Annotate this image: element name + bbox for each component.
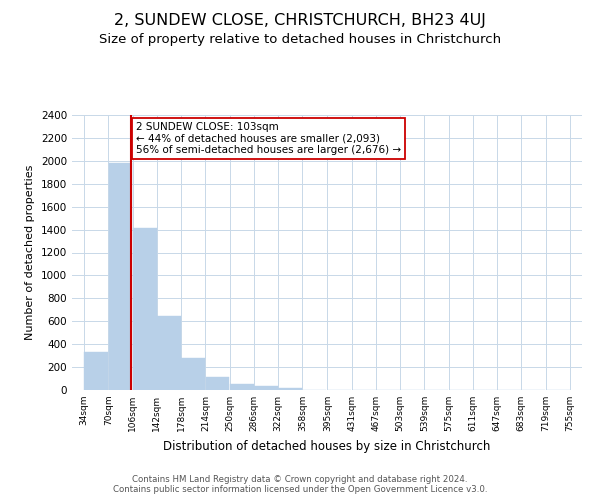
Bar xyxy=(206,378,229,390)
Y-axis label: Number of detached properties: Number of detached properties xyxy=(25,165,35,340)
Bar xyxy=(133,228,157,390)
Bar xyxy=(230,384,254,390)
Bar xyxy=(109,163,133,390)
X-axis label: Distribution of detached houses by size in Christchurch: Distribution of detached houses by size … xyxy=(163,440,491,452)
Bar xyxy=(157,316,181,390)
Bar xyxy=(254,386,278,390)
Bar xyxy=(181,358,205,390)
Text: Size of property relative to detached houses in Christchurch: Size of property relative to detached ho… xyxy=(99,32,501,46)
Text: Contains HM Land Registry data © Crown copyright and database right 2024.
Contai: Contains HM Land Registry data © Crown c… xyxy=(113,474,487,494)
Text: 2 SUNDEW CLOSE: 103sqm
← 44% of detached houses are smaller (2,093)
56% of semi-: 2 SUNDEW CLOSE: 103sqm ← 44% of detached… xyxy=(136,122,401,155)
Bar xyxy=(278,388,302,390)
Bar xyxy=(85,352,108,390)
Text: 2, SUNDEW CLOSE, CHRISTCHURCH, BH23 4UJ: 2, SUNDEW CLOSE, CHRISTCHURCH, BH23 4UJ xyxy=(114,12,486,28)
